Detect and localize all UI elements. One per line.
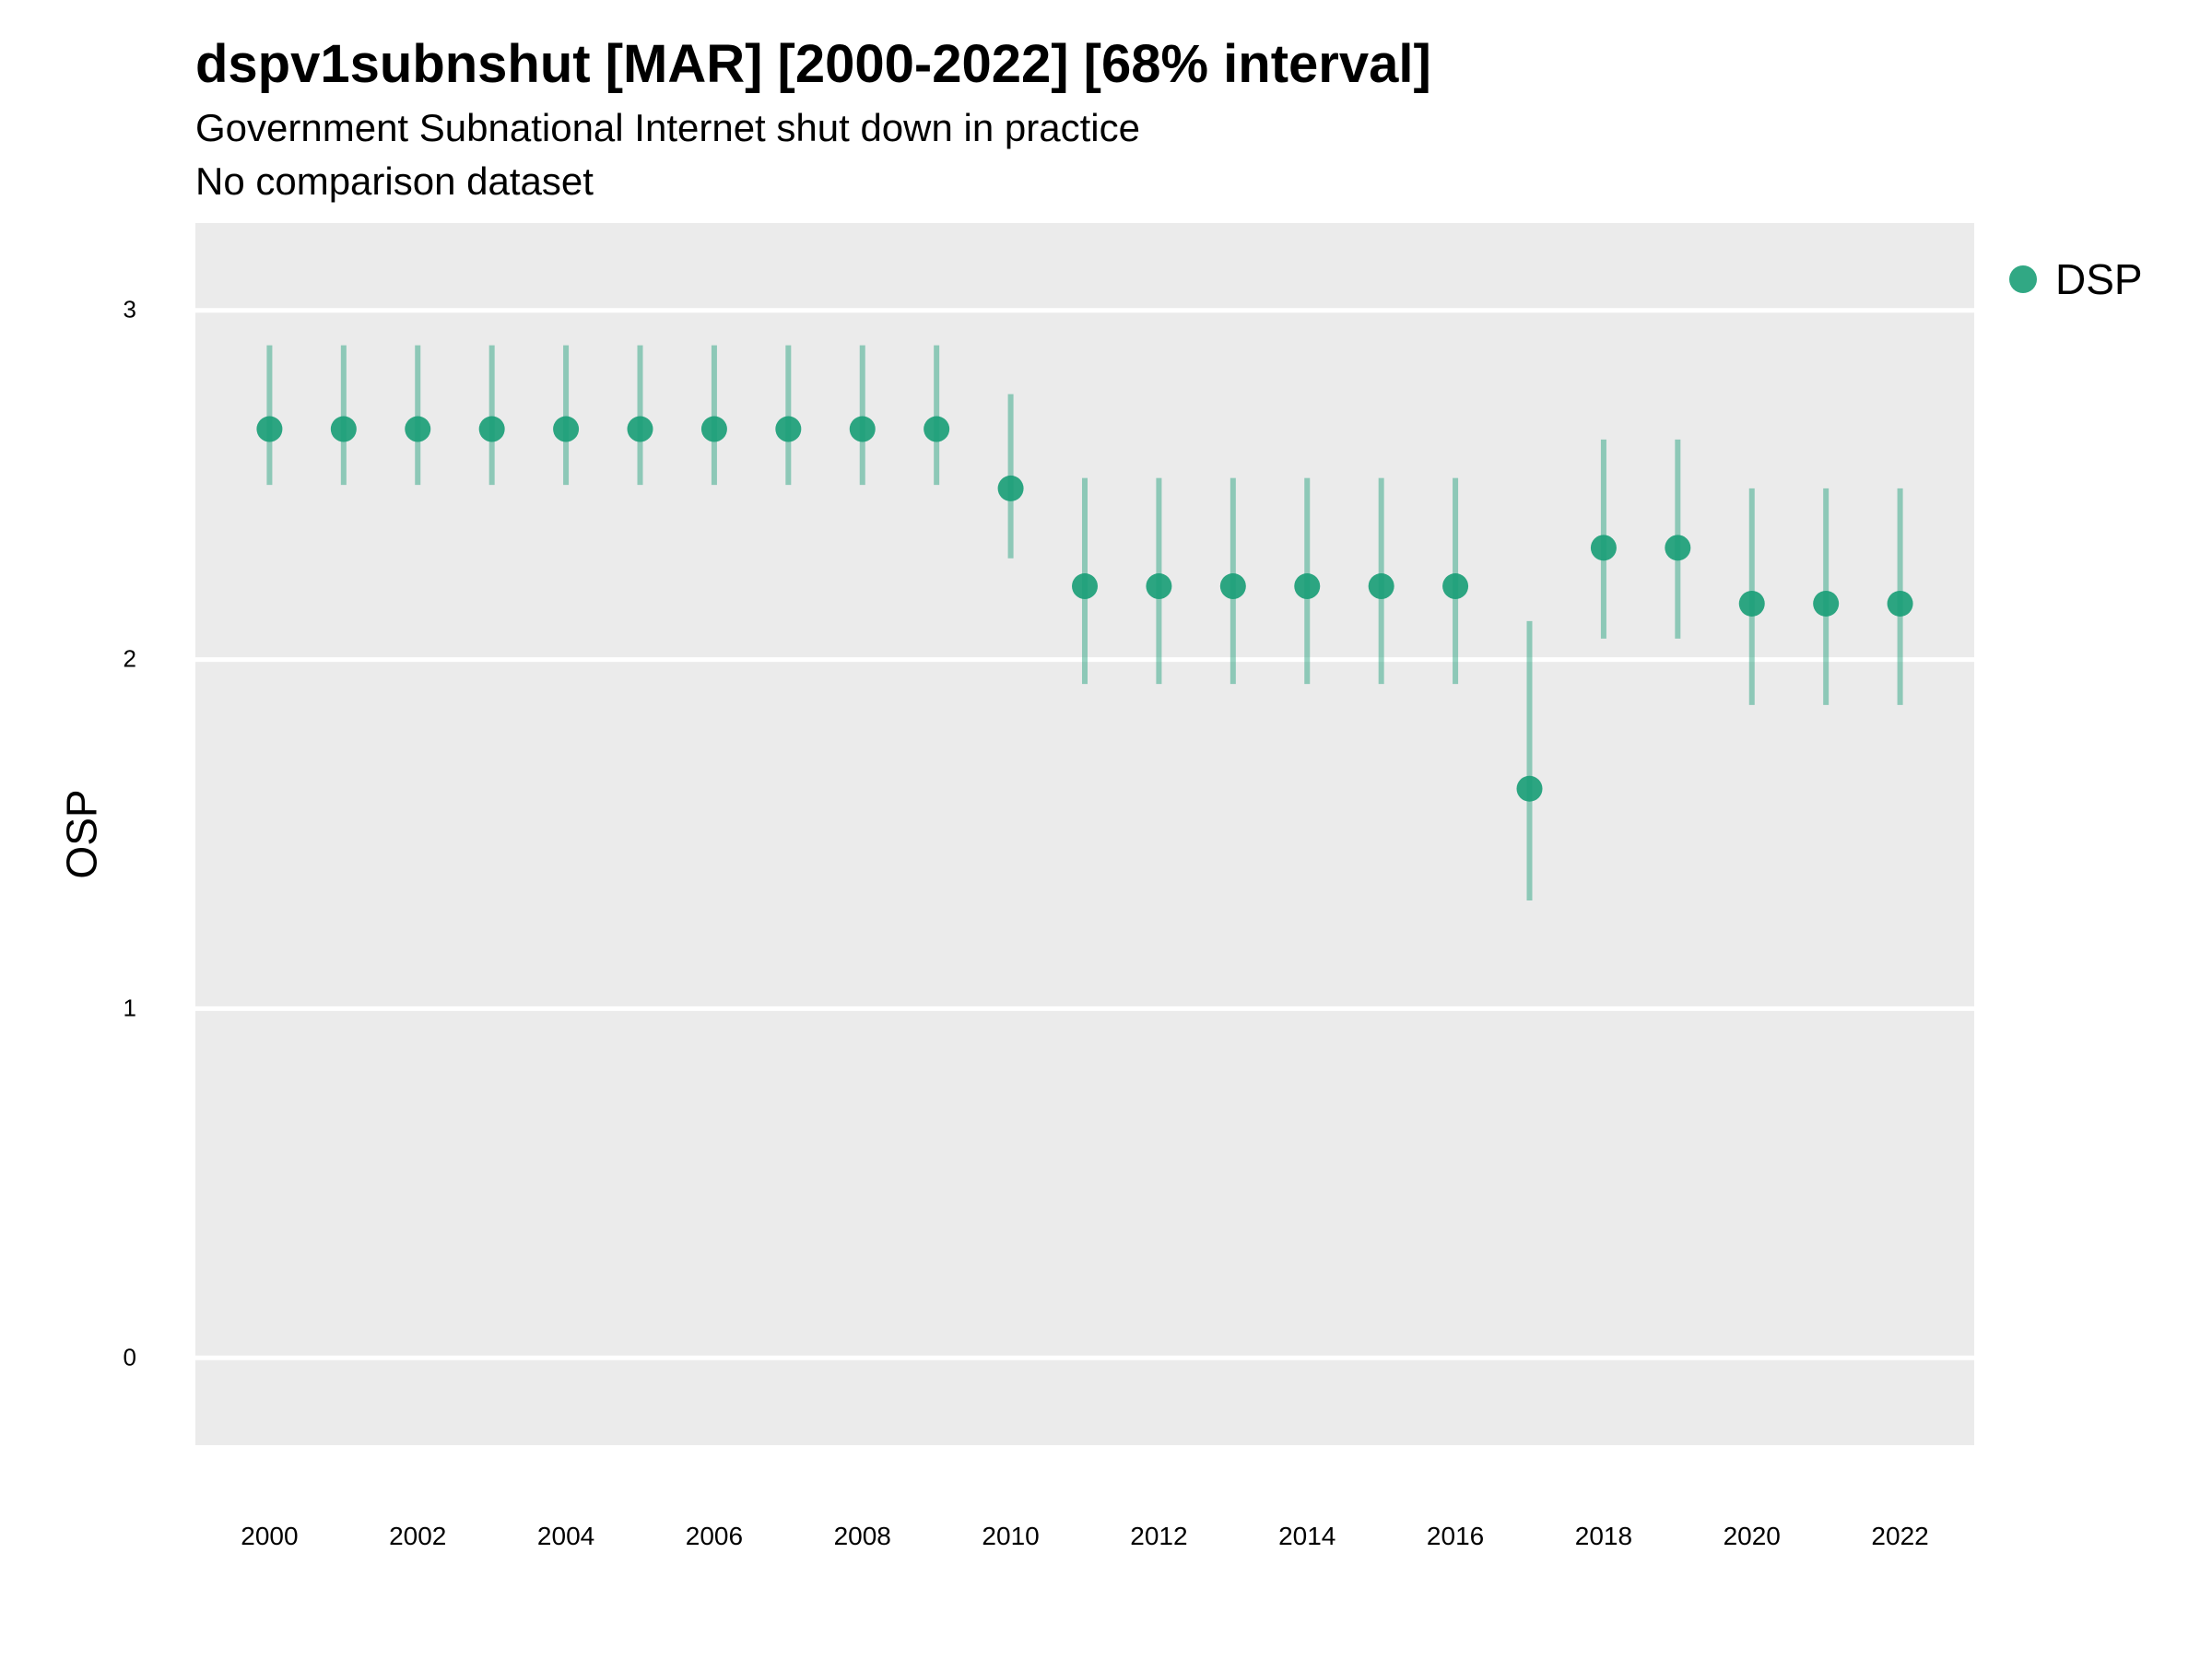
data-point-2020 [1738,590,1765,617]
chart-title: dspv1subnshut [MAR] [2000-2022] [68% int… [195,34,1431,94]
data-point-2015 [1368,573,1394,600]
x-tick-label-2004: 2004 [537,1522,594,1550]
data-point-2018 [1590,535,1617,561]
x-tick-label-2008: 2008 [834,1522,891,1550]
data-point-2019 [1665,535,1691,561]
data-point-2002 [405,416,431,442]
x-axis-ticks: 2000 2002 2004 2006 2008 2010 2012 2014 2016 2018… [241,1522,1928,1550]
x-tick-label-2020: 2020 [1724,1522,1781,1550]
data-point-2004 [553,416,580,442]
data-point-2007 [775,416,802,442]
data-point-2000 [256,416,283,442]
data-point-2016 [1442,573,1469,600]
x-tick-label-2006: 2006 [686,1522,743,1550]
x-tick-label-2016: 2016 [1427,1522,1484,1550]
data-points [256,416,1913,802]
data-point-2011 [1072,573,1098,600]
grid-lines [195,308,1974,1360]
legend: DSP [2009,254,2143,304]
plot-panel [195,223,1974,1445]
y-axis-ticks: 0 1 2 3 [124,296,136,1371]
data-point-2009 [924,416,950,442]
x-tick-label-2012: 2012 [1130,1522,1187,1550]
y-tick-label-0: 0 [124,1343,136,1371]
data-point-2014 [1294,573,1321,600]
x-tick-label-2010: 2010 [982,1522,1039,1550]
y-tick-label-1: 1 [124,994,136,1021]
data-point-2006 [700,416,727,442]
data-point-2003 [478,416,505,442]
data-point-2012 [1146,573,1172,600]
data-point-2017 [1516,775,1543,802]
x-tick-label-2002: 2002 [389,1522,446,1550]
data-point-2005 [627,416,653,442]
data-point-2013 [1219,573,1246,600]
legend-label-dsp: DSP [2055,255,2143,303]
chart-subtitle: Government Subnational Internet shut dow… [195,106,1140,149]
x-tick-label-2018: 2018 [1575,1522,1632,1550]
chart-subtitle-comparison: No comparison dataset [195,159,594,203]
y-axis-label: OSP [57,789,106,879]
x-tick-label-2000: 2000 [241,1522,298,1550]
data-point-2021 [1813,590,1840,617]
y-tick-label-3: 3 [124,296,136,324]
x-tick-label-2014: 2014 [1278,1522,1335,1550]
y-tick-label-2: 2 [124,645,136,673]
data-point-2001 [330,416,357,442]
legend-key-dsp [2009,265,2037,293]
x-tick-label-2022: 2022 [1871,1522,1928,1550]
data-point-2010 [997,475,1024,501]
data-point-2008 [849,416,876,442]
data-point-2022 [1887,590,1913,617]
